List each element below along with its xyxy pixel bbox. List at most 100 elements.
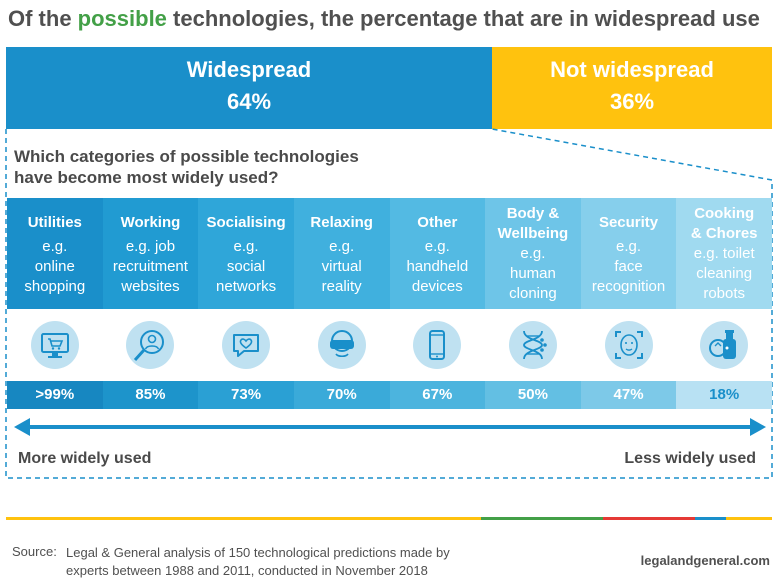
category-example: e.g. human cloning [485,244,581,304]
icon-area [485,309,581,381]
percentage-label: 18% [676,381,772,409]
category-columns: Utilities e.g. online shopping >99% Working e.… [7,198,772,409]
category-column-2: Socialising e.g. social networks 73% [198,198,294,409]
color-bar-segment [603,517,696,520]
category-example: e.g. online shopping [7,237,103,297]
category-example-line: e.g. [424,238,450,255]
magnifier-person-icon [126,321,175,369]
icon-area [294,309,390,381]
icon-area [390,309,486,381]
widespread-value: 64% [226,89,272,114]
category-title: Security [581,198,677,233]
category-header: Relaxing e.g. virtual reality [293,198,390,309]
category-example-line: social [226,258,266,275]
category-header: Security e.g. face recognition [580,198,677,309]
category-example-line: networks [216,278,277,295]
color-bar-segment [695,517,726,520]
category-header: Utilities e.g. online shopping [7,198,103,309]
category-header: Other e.g. handheld devices [389,198,486,309]
category-example-line: e.g. [42,238,68,255]
category-column-0: Utilities e.g. online shopping >99% [7,198,103,409]
category-column-6: Security e.g. face recognition 47% [580,198,677,409]
not-widespread-band: Not widespread 36% [492,47,772,129]
category-example: e.g. virtual reality [294,237,390,297]
category-example-line: websites [121,278,180,295]
category-example: e.g. social networks [198,237,294,297]
category-header: Cooking & Chores e.g. toilet cleaning robots [676,198,772,309]
category-title-line: Wellbeing [497,225,569,242]
category-header: Working e.g. job recruitment websites [102,198,199,309]
category-example: e.g. handheld devices [390,237,486,297]
face-scan-icon [604,321,653,369]
icon-area [7,309,103,381]
less-widely-used-label: Less widely used [624,450,756,467]
icon-area [198,309,294,381]
icon-area [676,309,772,381]
brand-url: legalandgeneral.com [640,553,770,568]
color-bar-segment [480,517,604,520]
category-header: Socialising e.g. social networks [198,198,294,309]
vr-headset-icon [317,321,366,369]
icon-area [103,309,199,381]
category-title-line: Relaxing [310,214,373,231]
color-bar-segment [6,517,481,520]
category-title: Body & Wellbeing [485,198,581,244]
category-column-4: Other e.g. handheld devices 67% [389,198,486,409]
category-title-line: Security [598,214,659,231]
color-bar-segment [725,517,772,520]
category-title: Cooking & Chores [676,198,772,244]
category-example-line: online [34,258,75,275]
category-title-line: Body & [506,205,560,222]
category-title-line: & Chores [690,225,758,242]
percentage-label: 73% [198,381,294,409]
category-example-line: e.g. [233,238,259,255]
category-title: Working [103,198,199,233]
usage-scale-arrow [14,418,766,436]
section-subtitle: Which categories of possible technologie… [14,147,359,187]
category-title-line: Working [120,214,181,231]
category-example-line: shopping [24,278,86,295]
cleaning-bottle-icon [700,321,749,369]
category-example-line: devices [411,278,463,295]
category-title: Relaxing [294,198,390,233]
icon-area [581,309,677,381]
category-example: e.g. job recruitment websites [103,237,199,297]
category-title-line: Cooking [694,205,755,222]
source-label: Source: [12,544,57,559]
category-title: Utilities [7,198,103,233]
chart-title: Of the possible technologies, the percen… [8,6,760,31]
smartphone-icon [413,321,462,369]
category-example-line: face [614,258,643,275]
percentage-label: 85% [102,381,199,409]
category-title: Other [390,198,486,233]
category-column-3: Relaxing e.g. virtual reality 70% [293,198,390,409]
category-example-line: e.g. job [125,238,176,255]
percentage-label: 47% [580,381,677,409]
dna-icon [508,321,557,369]
percentage-label: 70% [293,381,390,409]
percentage-label: >99% [7,381,103,409]
category-example-line: cloning [509,285,557,302]
source-text: Legal & General analysis of 150 technolo… [66,545,450,578]
category-header: Body & Wellbeing e.g. human cloning [485,198,581,309]
percentage-label: 67% [389,381,486,409]
category-example-line: virtual [321,258,362,275]
category-title-line: Utilities [27,214,82,231]
category-example-line: cleaning [696,265,753,282]
category-example-line: e.g. toilet [693,245,755,262]
category-example-line: recruitment [112,258,188,275]
category-example-line: human [510,265,556,282]
percentage-label: 50% [485,381,581,409]
category-example-line: e.g. [616,238,642,255]
widespread-label: Widespread [186,57,312,82]
category-example-line: recognition [591,278,666,295]
more-widely-used-label: More widely used [18,450,152,467]
not-widespread-value: 36% [609,89,655,114]
category-column-1: Working e.g. job recruitment websites 85% [102,198,199,409]
widespread-band: Widespread 64% [6,47,492,129]
shopping-cart-monitor-icon [30,321,79,369]
title-highlight: possible [77,6,167,31]
category-title-line: Other [417,214,458,231]
category-example-line: robots [703,285,746,302]
category-title: Socialising [198,198,294,233]
